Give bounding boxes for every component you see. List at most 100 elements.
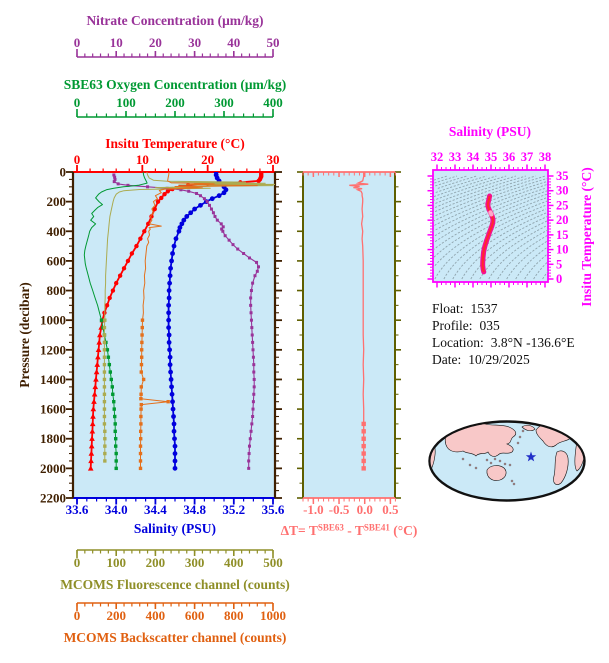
temperature-marker	[95, 354, 101, 360]
ts-temperature-tick-label: 0	[556, 272, 562, 286]
isopycnal-contour	[488, 229, 548, 280]
ts-curve-accent	[489, 212, 494, 217]
island	[489, 461, 493, 465]
nitrate-axis-tick-label: 10	[110, 35, 123, 50]
temperature-marker	[91, 398, 97, 404]
salinity-marker	[170, 406, 176, 412]
backscatter-profile-curve	[140, 172, 258, 469]
delta-t-axis-title: ΔT= TSBE63 - TSBE41 (°C)	[281, 523, 418, 539]
temperature-marker	[121, 266, 127, 271]
nitrate-marker	[251, 415, 255, 418]
nitrate-marker	[211, 211, 215, 215]
world-map	[428, 420, 586, 502]
salinity-marker	[167, 273, 173, 279]
salinity-marker	[184, 214, 190, 219]
delta-t-marker	[361, 436, 366, 441]
isopycnal-contour	[433, 200, 548, 269]
backscatter-marker	[139, 422, 143, 426]
nitrate-marker	[252, 370, 256, 374]
nitrate-marker	[255, 260, 259, 264]
temperature-marker	[117, 273, 123, 278]
world-map-land	[430, 422, 584, 486]
backscatter-axis-tick-label: 800	[224, 608, 244, 623]
salinity-marker	[166, 295, 172, 301]
backscatter-marker	[141, 377, 146, 382]
fluorescence-marker	[102, 422, 107, 426]
temperature-marker	[134, 243, 139, 249]
fluorescence-axis-tick-label: 200	[146, 555, 166, 570]
temperature-marker	[89, 435, 95, 441]
fluorescence-marker	[103, 318, 107, 322]
nitrate-marker	[248, 437, 252, 441]
oxygen-marker	[113, 422, 117, 426]
backscatter-marker	[138, 466, 143, 471]
salinity-marker	[172, 443, 178, 449]
fluorescence-axis-tick-label: 500	[263, 555, 283, 570]
oxygen-marker	[107, 362, 112, 367]
island	[461, 457, 465, 461]
fluorescence-marker	[103, 437, 107, 441]
isopycnal-contour	[433, 175, 467, 188]
salinity-marker	[192, 206, 198, 212]
fluorescence-marker	[103, 459, 107, 463]
temperature-marker	[256, 178, 261, 184]
backscatter-axis-tick-label: 200	[106, 608, 126, 623]
nitrate-marker	[213, 214, 217, 218]
isopycnal-contour	[433, 175, 507, 202]
delta-t-curve	[349, 172, 369, 469]
nitrate-marker	[249, 289, 253, 293]
nitrate-marker	[247, 459, 251, 463]
oxygen-marker	[114, 459, 118, 463]
nitrate-marker	[198, 194, 202, 198]
temperature-marker	[107, 295, 112, 301]
isopycnal-contour	[524, 253, 548, 280]
float-info-line-location: Location: 3.8°N -136.6°E	[432, 335, 575, 350]
backscatter-marker	[139, 348, 144, 352]
isopycnal-contour	[434, 180, 548, 226]
backscatter-marker	[140, 318, 145, 322]
island	[516, 441, 520, 445]
temperature-marker	[104, 303, 110, 308]
pressure-tick-label: 1400	[40, 372, 66, 387]
backscatter-marker	[139, 429, 143, 434]
salinity-axis-title: Salinity (PSU)	[134, 521, 216, 536]
nitrate-marker	[249, 311, 253, 315]
backscatter-marker	[139, 355, 144, 359]
temperature-marker	[88, 457, 94, 464]
nitrate-marker	[251, 348, 255, 352]
temperature-marker	[152, 206, 157, 212]
backscatter-marker	[139, 370, 143, 374]
isopycnal-contour	[497, 234, 548, 280]
ts-temperature-axis-title: Insitu Temperature (°C)	[579, 167, 594, 306]
salinity-marker	[168, 369, 173, 375]
salinity-marker	[181, 217, 187, 223]
ts-temperature-tick-label: 35	[556, 169, 569, 183]
temperature-marker	[88, 450, 95, 456]
backscatter-marker	[139, 414, 143, 419]
pressure-tick-label: 1000	[40, 313, 66, 328]
nitrate-axis-title: Nitrate Concentration (μm/kg)	[86, 13, 263, 28]
nitrate-marker	[227, 238, 231, 242]
backscatter-marker	[140, 325, 144, 330]
isopycnal-contour	[433, 175, 546, 218]
nitrate-marker	[252, 392, 256, 396]
salinity-marker	[166, 332, 172, 338]
temperature-marker	[155, 199, 161, 204]
nitrate-marker	[195, 191, 199, 195]
nitrate-marker	[249, 296, 253, 300]
nitrate-marker	[255, 269, 259, 273]
backscatter-marker	[138, 444, 143, 448]
temperature-marker	[89, 428, 96, 434]
temperature-marker	[89, 420, 96, 427]
delta-t-curve-group	[349, 172, 369, 471]
fluorescence-marker	[102, 340, 107, 345]
isopycnal-contour	[433, 175, 536, 213]
temperature-tick-label: 20	[201, 152, 214, 167]
salinity-marker	[169, 384, 174, 390]
backscatter-axis-tick-label: 1000	[260, 608, 286, 623]
nitrate-axis-tick-label: 40	[227, 35, 240, 50]
oxygen-marker	[108, 370, 113, 374]
salinity-marker	[172, 451, 178, 456]
salinity-marker	[166, 310, 172, 316]
